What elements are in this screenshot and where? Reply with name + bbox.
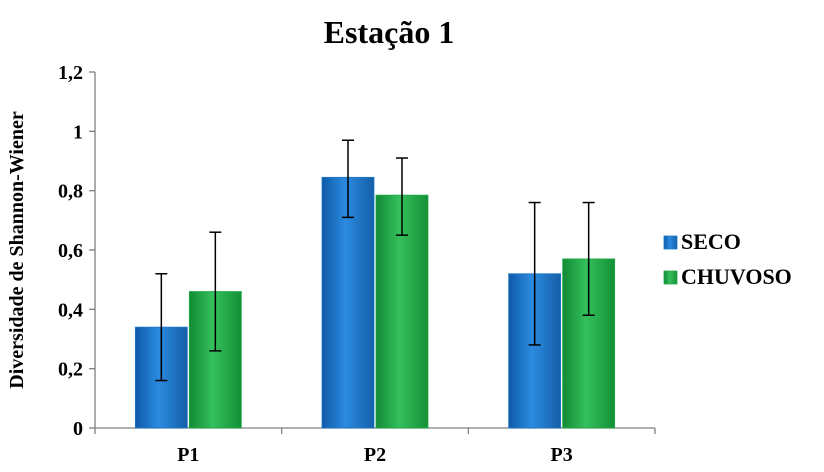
y-axis-label: Diversidade de Shannon-Wiener <box>6 111 28 389</box>
legend-swatch-seco <box>663 235 678 250</box>
y-tick-label: 0,8 <box>58 181 83 203</box>
bar-seco-p2 <box>321 176 375 429</box>
y-tick-label: 0,6 <box>58 240 83 262</box>
x-tick-label: P2 <box>364 444 386 466</box>
legend: SECO CHUVOSO <box>663 229 792 289</box>
legend-swatch-chuvoso <box>663 270 678 285</box>
error-bars <box>155 139 595 382</box>
chart-title: Estação 1 <box>324 14 455 50</box>
x-tick-label: P3 <box>551 444 573 466</box>
axes: 0 0,2 0,4 0,6 0,8 1 1,2 P1 P2 P3 <box>58 62 656 466</box>
bars <box>134 176 616 429</box>
y-tick-label: 0 <box>73 418 83 440</box>
y-tick-label: 1,2 <box>58 62 83 84</box>
y-tick-label: 1 <box>73 121 83 143</box>
y-tick-label: 0,2 <box>58 359 83 381</box>
legend-label-seco: SECO <box>681 229 741 254</box>
y-tick-label: 0,4 <box>58 299 83 321</box>
x-tick-label: P1 <box>177 444 199 466</box>
legend-label-chuvoso: CHUVOSO <box>681 264 792 289</box>
